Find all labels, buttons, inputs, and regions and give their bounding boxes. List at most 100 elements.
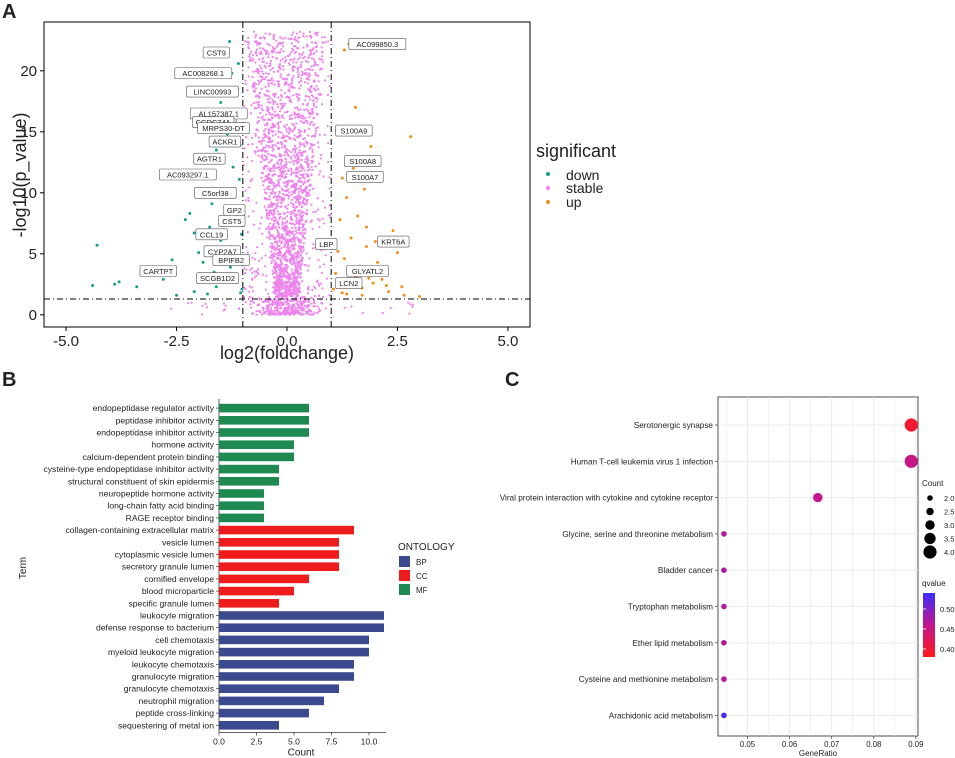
stable-point (326, 93, 329, 96)
stable-point (272, 79, 275, 82)
stable-point (287, 244, 290, 247)
pathway-label: Bladder cancer (658, 566, 713, 575)
stable-point (277, 198, 280, 201)
stable-point (279, 258, 282, 261)
stable-point (299, 313, 303, 316)
stable-point (248, 285, 251, 288)
stable-point (314, 89, 317, 92)
stable-point (328, 294, 331, 297)
stable-point (281, 159, 284, 162)
stable-point (294, 264, 297, 267)
stable-point (249, 303, 252, 306)
stable-point (253, 40, 257, 44)
stable-point (273, 236, 276, 240)
stable-point (262, 72, 265, 75)
stable-point (295, 122, 298, 125)
stable-point (270, 192, 274, 195)
stable-point (279, 158, 282, 161)
stable-point (278, 287, 281, 290)
stable-point (299, 272, 302, 275)
gene-label: MRPS30-DT (202, 124, 245, 133)
stable-point (263, 188, 266, 191)
gene-label: KRT6A (381, 238, 405, 247)
stable-point (304, 95, 308, 98)
stable-point (305, 213, 308, 216)
pathway-dot (721, 567, 727, 573)
stable-point (316, 218, 320, 221)
stable-point (308, 188, 311, 192)
pathway-label: Arachidonic acid metabolism (609, 711, 713, 720)
stable-point (271, 134, 274, 137)
stable-point (249, 179, 252, 183)
stable-point (278, 217, 281, 220)
stable-point (328, 176, 331, 179)
dot-x-tick-label: 0.08 (866, 740, 881, 749)
stable-point (286, 281, 289, 285)
stable-point (279, 215, 282, 218)
stable-point (299, 300, 302, 303)
stable-point (290, 151, 293, 154)
stable-point (258, 64, 262, 67)
stable-point (247, 143, 250, 146)
stable-point (318, 173, 321, 176)
stable-point (275, 261, 278, 264)
pathway-label: Ether lipid metabolism (632, 639, 713, 648)
stable-point (327, 40, 330, 43)
stable-point (296, 93, 299, 96)
stable-point (248, 55, 251, 58)
stable-point (265, 157, 268, 160)
stable-point (266, 187, 269, 191)
stable-point (280, 89, 283, 92)
stable-point (258, 303, 261, 306)
stable-point (304, 59, 307, 63)
stable-point (271, 227, 274, 230)
stable-point (253, 81, 256, 84)
stable-point (244, 136, 248, 139)
stable-point (266, 98, 269, 101)
stable-point (309, 98, 312, 101)
stable-point (284, 298, 287, 301)
stable-point (322, 296, 325, 299)
stable-point (411, 305, 414, 308)
stable-point (282, 134, 285, 137)
stable-point (248, 186, 251, 189)
stable-point (277, 141, 280, 145)
stable-point (315, 42, 318, 45)
stable-point (293, 134, 296, 137)
stable-point (280, 272, 283, 275)
stable-point (299, 195, 303, 198)
stable-point (261, 172, 265, 175)
volcano-y-label: -log10(p_value) (10, 112, 31, 237)
down-point (214, 148, 218, 152)
stable-point (284, 175, 287, 178)
stable-point (284, 164, 288, 167)
stable-point (295, 166, 298, 169)
stable-point (246, 156, 249, 159)
stable-point (297, 262, 300, 265)
stable-point (295, 217, 298, 220)
stable-point (297, 269, 300, 272)
gene-label: GLYATL2 (352, 267, 383, 276)
stable-point (249, 300, 252, 303)
stable-point (277, 135, 280, 138)
stable-point (284, 102, 287, 105)
stable-point (265, 72, 268, 75)
stable-point (295, 231, 298, 234)
stable-point (266, 175, 269, 178)
stable-point (272, 148, 275, 151)
stable-point (291, 47, 294, 50)
stable-point (247, 43, 250, 46)
stable-point (298, 232, 301, 235)
stable-point (310, 57, 314, 60)
stable-point (302, 46, 305, 49)
stable-point (299, 265, 302, 268)
stable-point (291, 258, 295, 261)
stable-point (270, 242, 273, 245)
stable-point (271, 188, 274, 191)
stable-point (290, 201, 293, 205)
stable-point (294, 139, 297, 142)
stable-point (279, 205, 282, 208)
stable-point (269, 222, 272, 225)
stable-point (316, 126, 319, 129)
stable-point (327, 141, 330, 145)
